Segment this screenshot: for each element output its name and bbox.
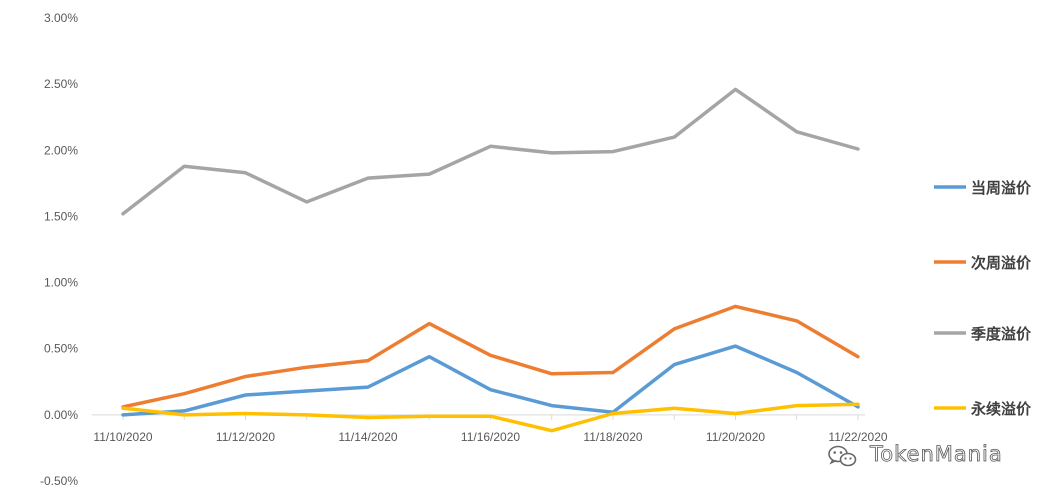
x-tick-label: 11/14/2020 xyxy=(338,430,397,444)
x-tick-label: 11/18/2020 xyxy=(583,430,642,444)
watermark-text: TokenMania xyxy=(869,442,1003,466)
legend-label: 当周溢价 xyxy=(971,179,1032,197)
y-tick-label: 3.00% xyxy=(44,11,78,25)
x-tick-label: 11/12/2020 xyxy=(216,430,275,444)
x-tick-label: 11/22/2020 xyxy=(828,430,887,444)
y-tick-label: 0.50% xyxy=(44,342,78,356)
watermark: TokenMania xyxy=(828,442,1003,467)
x-tick-label: 11/20/2020 xyxy=(706,430,765,444)
y-tick-label: 1.00% xyxy=(44,276,78,290)
x-axis-ticks: 11/10/2020 11/12/2020 11/14/2020 11/16/2020… xyxy=(93,414,888,444)
y-tick-label: -0.50% xyxy=(40,474,78,488)
y-tick-label: 2.50% xyxy=(44,77,78,91)
y-tick-label: 0.00% xyxy=(44,408,78,422)
series-line-3 xyxy=(121,402,860,433)
series-line-1 xyxy=(121,304,860,409)
legend-label: 季度溢价 xyxy=(971,325,1032,343)
y-tick-label: 2.00% xyxy=(44,143,78,157)
series-line-2 xyxy=(121,87,860,216)
series-line-0 xyxy=(121,344,860,417)
legend-label: 永续溢价 xyxy=(970,400,1032,418)
x-tick-label: 11/16/2020 xyxy=(461,430,520,444)
legend-label: 次周溢价 xyxy=(971,254,1032,272)
y-axis-ticks: 3.00% 2.50% 2.00% 1.50% 1.00% 0.50% 0.00% -0.50… xyxy=(40,11,78,488)
y-tick-label: 1.50% xyxy=(44,209,78,223)
x-tick-label: 11/10/2020 xyxy=(93,430,152,444)
series-lines xyxy=(121,87,860,433)
wechat-icon xyxy=(828,445,857,467)
